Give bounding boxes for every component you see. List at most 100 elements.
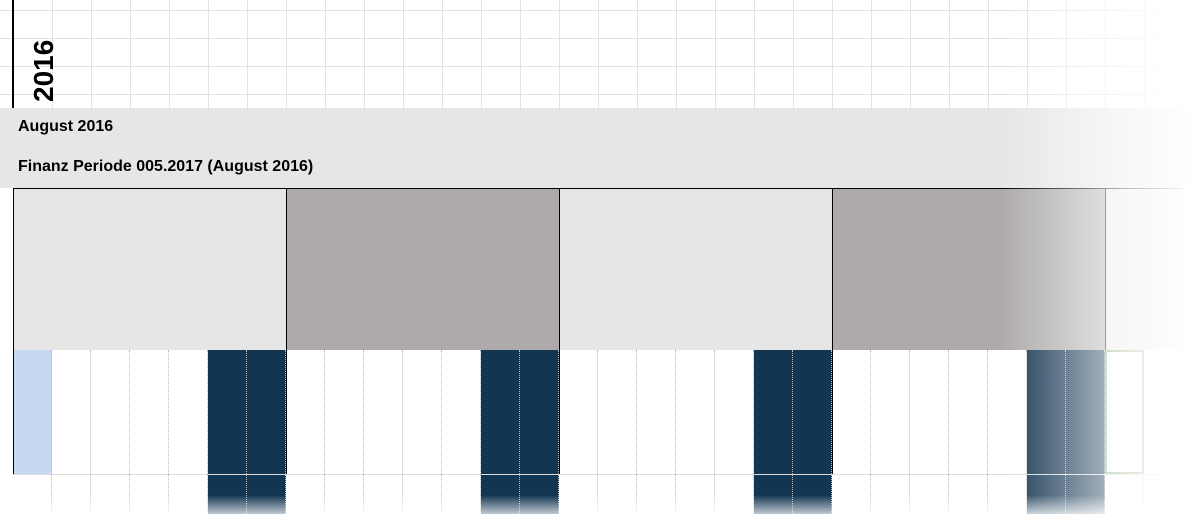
grid-line <box>949 0 950 108</box>
day-cell <box>481 474 520 514</box>
date-cell <box>91 350 130 474</box>
day-cell <box>793 474 832 514</box>
day-cell <box>130 474 169 514</box>
day-cell <box>1144 474 1183 514</box>
day-cell <box>247 474 286 514</box>
grid-line <box>364 0 365 108</box>
day-cell <box>520 474 559 514</box>
grid-line <box>676 0 677 108</box>
date-cell <box>598 350 637 474</box>
header-band <box>0 108 1199 188</box>
day-cell <box>988 474 1027 514</box>
week-cell <box>559 188 832 350</box>
date-cell <box>949 350 988 474</box>
day-cell <box>949 474 988 514</box>
date-cell <box>715 350 754 474</box>
date-cell <box>130 350 169 474</box>
date-cell <box>208 350 247 474</box>
grid-line <box>1144 0 1145 108</box>
day-cell <box>286 474 325 514</box>
grid-line <box>325 0 326 108</box>
date-cell <box>559 350 598 474</box>
day-cell <box>208 474 247 514</box>
day-cell <box>715 474 754 514</box>
date-cell <box>169 350 208 474</box>
date-cell <box>988 350 1027 474</box>
date-cell <box>325 350 364 474</box>
date-cell <box>520 350 559 474</box>
grid-line <box>286 0 287 108</box>
grid-line <box>520 0 521 108</box>
grid-line <box>832 0 833 108</box>
date-cell <box>637 350 676 474</box>
week-cell <box>1105 188 1183 350</box>
date-cell <box>1066 350 1105 474</box>
date-cell <box>871 350 910 474</box>
month-label: August 2016 <box>18 118 114 135</box>
date-cell <box>910 350 949 474</box>
grid-line <box>0 66 1199 67</box>
date-cell <box>793 350 832 474</box>
date-cell <box>442 350 481 474</box>
date-cell <box>481 350 520 474</box>
day-cell <box>832 474 871 514</box>
grid-line <box>0 10 1199 11</box>
grid-line <box>481 0 482 108</box>
date-cell <box>13 350 52 474</box>
date-cell <box>247 350 286 474</box>
grid-line <box>559 0 560 108</box>
day-cell <box>1066 474 1105 514</box>
grid-line <box>130 0 131 108</box>
day-cell <box>559 474 598 514</box>
day-cell <box>442 474 481 514</box>
day-cell <box>364 474 403 514</box>
date-cell <box>1144 350 1183 474</box>
grid-line <box>169 0 170 108</box>
day-cell <box>13 474 52 514</box>
grid-line <box>910 0 911 108</box>
grid-line <box>247 0 248 108</box>
day-cell <box>325 474 364 514</box>
day-cell <box>403 474 442 514</box>
grid-line <box>1027 0 1028 108</box>
date-cell <box>364 350 403 474</box>
date-cell <box>1027 350 1066 474</box>
grid-line <box>715 0 716 108</box>
grid-line <box>403 0 404 108</box>
day-cell <box>52 474 91 514</box>
day-cell <box>676 474 715 514</box>
week-cell <box>13 188 286 350</box>
date-cell <box>832 350 871 474</box>
date-cell <box>1105 350 1144 474</box>
period-label: Finanz Periode 005.2017 (August 2016) <box>18 158 314 175</box>
year-label: 2016 <box>28 39 59 102</box>
day-cell <box>598 474 637 514</box>
grid-line <box>208 0 209 108</box>
week-cell <box>286 188 559 350</box>
day-cell <box>910 474 949 514</box>
grid-line <box>0 38 1199 39</box>
date-cell <box>286 350 325 474</box>
grid-line <box>1183 0 1184 108</box>
grid-line <box>91 0 92 108</box>
day-cell <box>754 474 793 514</box>
date-cell <box>403 350 442 474</box>
grid-line <box>793 0 794 108</box>
left-border <box>12 0 14 108</box>
day-cell <box>91 474 130 514</box>
date-cell <box>676 350 715 474</box>
grid-line <box>754 0 755 108</box>
grid-line <box>598 0 599 108</box>
day-cell <box>871 474 910 514</box>
grid-line <box>1105 0 1106 108</box>
day-cell <box>1027 474 1066 514</box>
date-cell <box>754 350 793 474</box>
day-cell <box>637 474 676 514</box>
grid-line <box>442 0 443 108</box>
grid-line <box>637 0 638 108</box>
grid-line <box>0 94 1199 95</box>
grid-line <box>1066 0 1067 108</box>
date-cell <box>52 350 91 474</box>
day-cell <box>1105 474 1144 514</box>
